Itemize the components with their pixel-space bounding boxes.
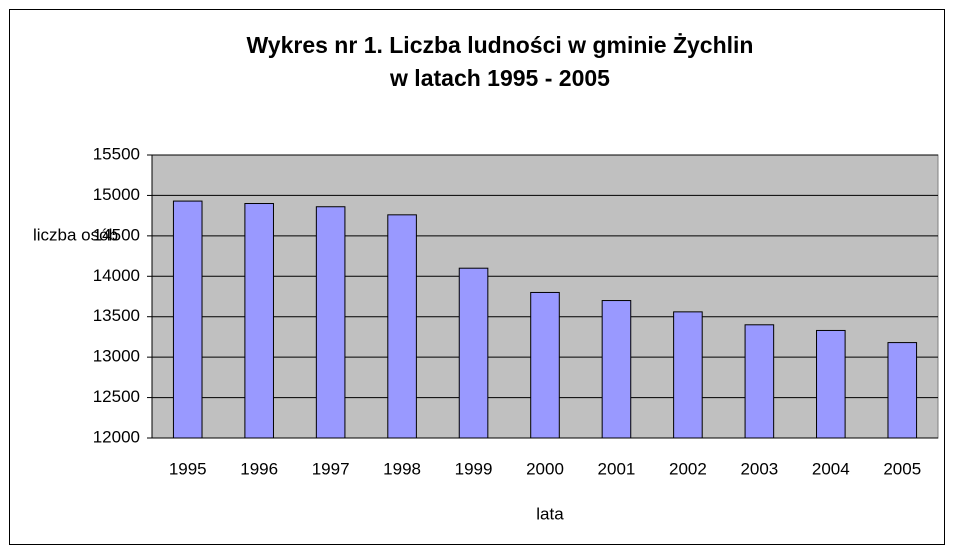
y-tick-label: 12000 <box>93 427 140 446</box>
x-tick-label: 2004 <box>812 459 850 478</box>
chart-title: w latach 1995 - 2005 <box>389 65 610 91</box>
chart-title: Wykres nr 1. Liczba ludności w gminie Ży… <box>247 32 754 58</box>
x-tick-label: 2000 <box>526 459 564 478</box>
bar <box>601 300 632 439</box>
x-tick-label: 2001 <box>598 459 636 478</box>
y-tick-label: 12500 <box>93 387 140 406</box>
y-tick-label: 15000 <box>93 185 140 204</box>
x-tick-label: 1996 <box>240 459 278 478</box>
y-tick-label: 14500 <box>93 225 140 244</box>
bar <box>744 324 775 439</box>
x-tick-label: 2003 <box>740 459 778 478</box>
y-tick-label: 14000 <box>93 266 140 285</box>
bar <box>387 214 417 439</box>
x-tick-label: 1997 <box>312 459 350 478</box>
x-tick-label: 2002 <box>669 459 707 478</box>
x-tick-label: 1999 <box>455 459 493 478</box>
y-tick-label: 15500 <box>93 144 140 163</box>
x-tick-label: 1998 <box>383 459 421 478</box>
bar <box>530 291 560 439</box>
bar <box>887 342 918 439</box>
y-tick-label: 13500 <box>93 306 140 325</box>
bar <box>816 329 846 439</box>
y-axis-label: liczba osób <box>33 225 118 244</box>
x-axis-label: lata <box>536 504 564 523</box>
bar <box>458 267 489 439</box>
bar <box>244 203 274 439</box>
x-tick-label: 2005 <box>883 459 921 478</box>
bar <box>673 311 703 439</box>
bar <box>172 200 203 439</box>
y-tick-label: 13000 <box>93 347 140 366</box>
x-tick-label: 1995 <box>169 459 207 478</box>
bar <box>315 206 346 439</box>
